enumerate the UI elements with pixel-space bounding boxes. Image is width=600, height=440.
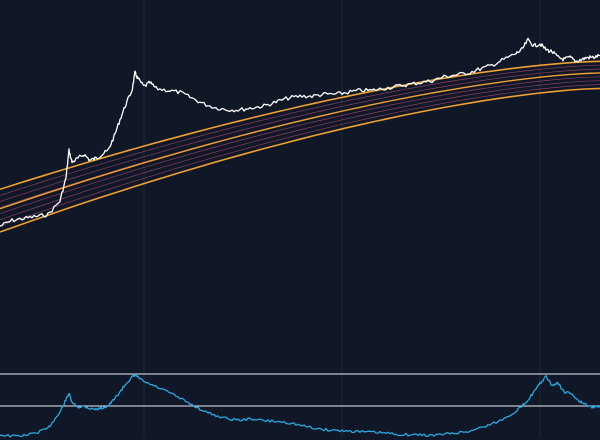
band-inner-line-3 bbox=[0, 76, 600, 215]
band-inner-line-6 bbox=[0, 64, 600, 196]
band-upper-line bbox=[0, 60, 600, 191]
band-inner-line-2 bbox=[0, 80, 600, 221]
band-lower-line bbox=[0, 87, 600, 233]
band-inner-line-5 bbox=[0, 68, 600, 202]
price-series-line bbox=[0, 37, 600, 227]
band-middle-line bbox=[0, 72, 600, 210]
oscillator-panel bbox=[0, 373, 600, 438]
oscillator-series-line bbox=[0, 373, 600, 438]
band-inner-line-1 bbox=[0, 84, 600, 227]
